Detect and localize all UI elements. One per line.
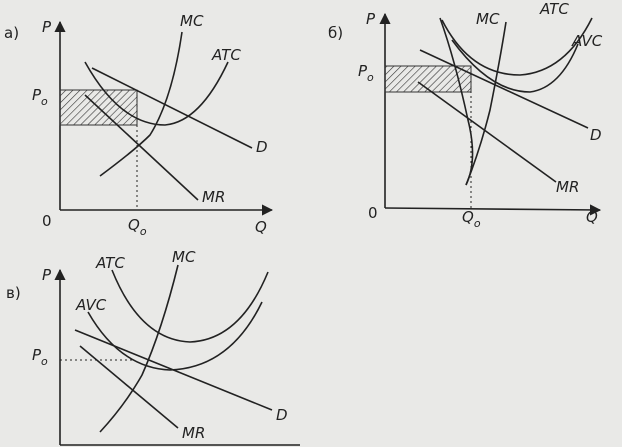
quantity-label: Qo [462, 208, 481, 230]
panel-c: в) P Po ATC MC AVC D MR [6, 248, 300, 446]
panel-b: б) P Q 0 Po Qo MC ATC AVC D MR [328, 0, 603, 230]
d-curve [419, 49, 589, 129]
x-axis-label: Q [255, 218, 267, 236]
d-label: D [590, 126, 602, 144]
atc-curve [111, 269, 269, 343]
text-part: Q [462, 208, 474, 226]
text-part: o [140, 225, 147, 238]
quantity-label: Qo [128, 216, 147, 238]
atc-curve [441, 17, 593, 76]
atc-label: ATC [95, 254, 125, 272]
avc-curve [87, 301, 263, 371]
price-label: Po [358, 62, 374, 84]
panel-label: б) [328, 24, 343, 42]
mc-curve [465, 21, 507, 186]
mc-label: MC [172, 248, 196, 266]
text-part: o [367, 71, 374, 84]
price-label: Po [32, 86, 48, 108]
origin: 0 [42, 212, 52, 230]
panel-label: а) [4, 24, 19, 42]
mc-label: MC [180, 12, 204, 30]
mr-label: MR [202, 188, 225, 206]
panel-a: а) P Q 0 Po Qo MC ATC D MR [4, 12, 274, 238]
mr-curve [417, 81, 557, 183]
y-axis-label: P [366, 10, 376, 28]
atc-label: ATC [211, 46, 241, 64]
x-axis-label: Q [586, 208, 598, 226]
text-part: P [358, 62, 368, 80]
mr-curve [79, 345, 179, 429]
price-label: Po [32, 346, 48, 368]
y-axis-label: P [42, 266, 52, 284]
x-axis [384, 204, 602, 216]
mc-curve [99, 264, 179, 433]
d-label: D [276, 406, 288, 424]
avc-label: AVC [571, 32, 603, 50]
text-part: o [41, 355, 48, 368]
text-part: o [474, 217, 481, 230]
text-part: Q [128, 216, 140, 234]
avc-label: AVC [75, 296, 107, 314]
origin: 0 [368, 204, 378, 222]
text-part: P [32, 86, 42, 104]
panel-label: в) [6, 284, 21, 302]
d-curve [91, 67, 253, 149]
y-axis-label: P [42, 18, 52, 36]
text-part: P [32, 346, 42, 364]
mr-curve [84, 94, 199, 201]
mr-label: MR [182, 424, 205, 442]
d-label: D [256, 138, 268, 156]
mc-label: MC [476, 10, 500, 28]
mr-label: MR [556, 178, 579, 196]
avc-curve [451, 39, 579, 93]
text-part: o [41, 95, 48, 108]
mc-curve [99, 31, 183, 177]
atc-curve [84, 61, 229, 126]
d-curve [74, 329, 273, 411]
atc-label: ATC [539, 0, 569, 18]
mc-curve-left [439, 17, 474, 186]
